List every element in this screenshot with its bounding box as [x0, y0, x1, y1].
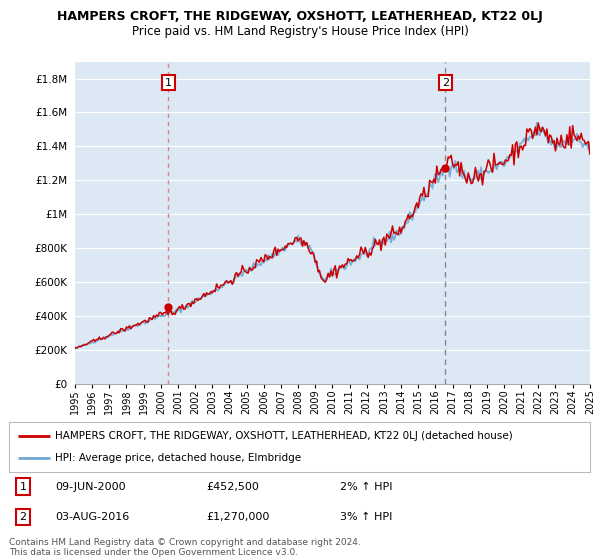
- Text: HAMPERS CROFT, THE RIDGEWAY, OXSHOTT, LEATHERHEAD, KT22 0LJ (detached house): HAMPERS CROFT, THE RIDGEWAY, OXSHOTT, LE…: [55, 431, 513, 441]
- Text: 3% ↑ HPI: 3% ↑ HPI: [340, 512, 392, 522]
- Text: 09-JUN-2000: 09-JUN-2000: [55, 482, 126, 492]
- Text: 2: 2: [19, 512, 26, 522]
- Text: 03-AUG-2016: 03-AUG-2016: [55, 512, 130, 522]
- Text: 2: 2: [442, 77, 449, 87]
- Text: HAMPERS CROFT, THE RIDGEWAY, OXSHOTT, LEATHERHEAD, KT22 0LJ: HAMPERS CROFT, THE RIDGEWAY, OXSHOTT, LE…: [57, 10, 543, 23]
- Text: HPI: Average price, detached house, Elmbridge: HPI: Average price, detached house, Elmb…: [55, 453, 302, 463]
- Text: Contains HM Land Registry data © Crown copyright and database right 2024.
This d: Contains HM Land Registry data © Crown c…: [9, 538, 361, 557]
- Text: 1: 1: [19, 482, 26, 492]
- Text: Price paid vs. HM Land Registry's House Price Index (HPI): Price paid vs. HM Land Registry's House …: [131, 25, 469, 38]
- Text: £452,500: £452,500: [206, 482, 259, 492]
- Text: 2% ↑ HPI: 2% ↑ HPI: [340, 482, 392, 492]
- Text: £1,270,000: £1,270,000: [206, 512, 270, 522]
- Text: 1: 1: [165, 77, 172, 87]
